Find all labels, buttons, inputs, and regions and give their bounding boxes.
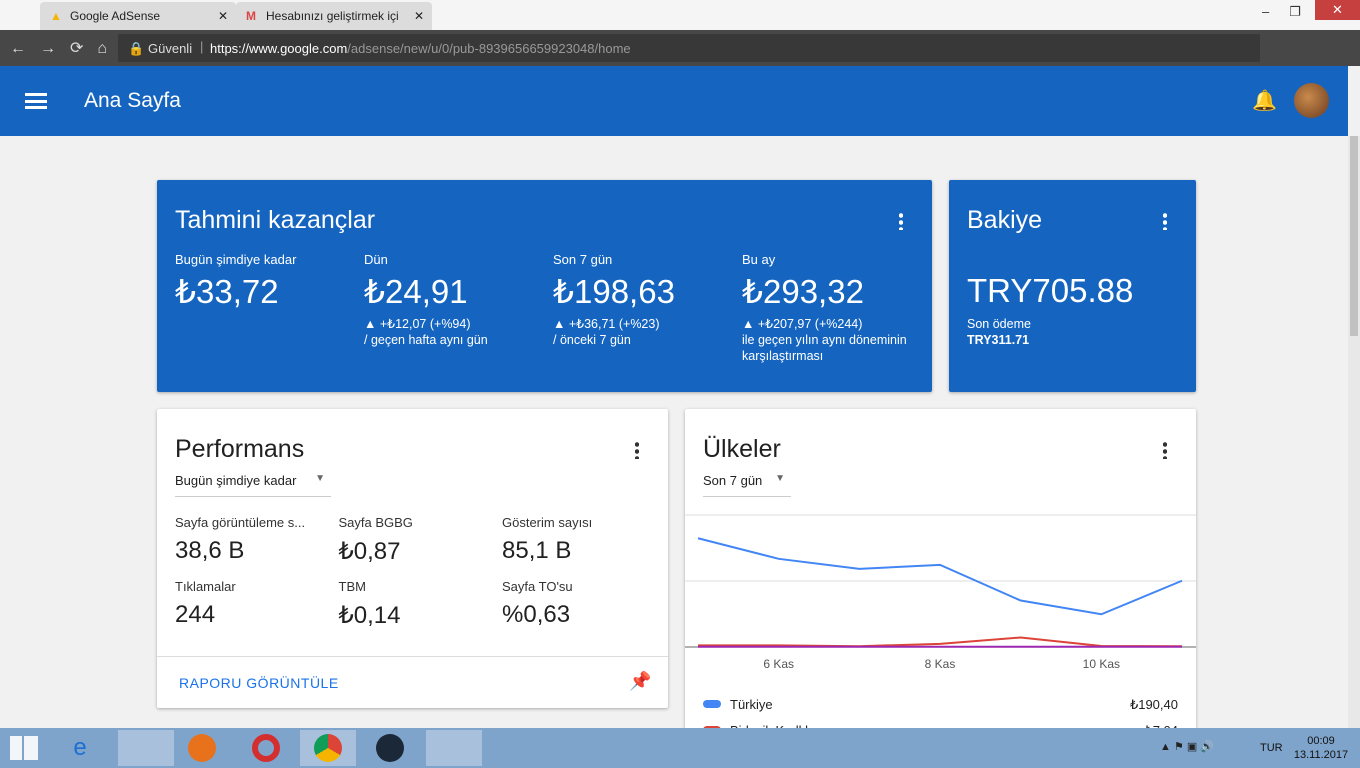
card-title: Bakiye: [967, 206, 1043, 234]
pin[interactable]: 📌: [629, 671, 652, 691]
balance-card: Bakiye TRY705.88 Son ödeme TRY311.71: [949, 180, 1196, 392]
stat-change: ▲ +₺207,97 (+%244): [742, 317, 863, 331]
lock: 🔒: [128, 41, 145, 56]
line: [698, 636, 1183, 648]
taskbar: e ▲ ⚑ ▣ 🔊 TUR 00:09 13.11.2017: [0, 728, 1360, 768]
x-tick-label: 8 Kas: [925, 657, 956, 671]
card-title: Ülkeler: [703, 435, 781, 463]
metric-label: Gösterim sayısı: [502, 515, 593, 530]
tray-icons[interactable]: ▲ ⚑ ▣ 🔊: [1160, 741, 1215, 753]
balance-amount: TRY705.88: [967, 272, 1134, 309]
metric-label: TBM: [338, 579, 366, 594]
x-tick-label: 10 Kas: [1083, 657, 1120, 671]
clock[interactable]: 00:09 13.11.2017: [1293, 734, 1349, 762]
app-bar: Ana Sayfa 🔔: [0, 66, 1348, 136]
last-payment-label: Son ödeme: [967, 317, 1031, 331]
stat-change: ▲ +₺12,07 (+%94): [364, 317, 471, 331]
stat-change: ▲ +₺36,71 (+%23): [553, 317, 660, 331]
metric-value: 85,1 B: [502, 537, 572, 564]
tab-title: Hesabınızı geliştirmek içi: [266, 9, 399, 23]
metric-value: ₺0,87: [338, 538, 401, 565]
url-path: /adsense/new/u/0/pub-8939656659923048/ho…: [347, 41, 631, 56]
metric-value: 244: [175, 601, 216, 628]
notifications[interactable]: 🔔: [1252, 90, 1277, 112]
line: [697, 537, 1183, 616]
page-title: Ana Sayfa: [84, 89, 181, 112]
metric-label: Sayfa BGBG: [338, 515, 413, 530]
scrollbar[interactable]: [1348, 136, 1360, 728]
metric-label: Sayfa TO'su: [502, 579, 573, 594]
stat-label: Bugün şimdiye kadar: [175, 252, 297, 267]
url: https://www.google.com/adsense/new/u/0/p…: [210, 41, 631, 56]
period: Bugün şimdiye kadar: [175, 473, 297, 488]
app-icon[interactable]: [376, 734, 404, 762]
performance-card: Performans Bugün şimdiye kadar ▼ Sayfa gö…: [157, 409, 668, 708]
stat-value: ₺293,32: [742, 273, 864, 310]
legend-total: ₺190,40: [1130, 697, 1178, 712]
stat-value: ₺33,72: [175, 273, 279, 310]
secure-label: Güvenli: [148, 41, 193, 56]
stat-label: Son 7 gün: [553, 252, 613, 267]
menu-button[interactable]: [25, 93, 47, 109]
period: Son 7 gün: [703, 473, 763, 488]
app-icon[interactable]: [426, 730, 482, 766]
toolbar: ←→⟳⌂ 🔒 Güvenli | https://www.google.com/…: [0, 30, 1360, 66]
date: 13.11.2017: [1293, 749, 1349, 761]
period-select[interactable]: Bugün şimdiye kadar ▼: [175, 473, 331, 497]
app-icon[interactable]: [252, 734, 280, 762]
avatar[interactable]: [1294, 83, 1329, 118]
tab[interactable]: Google AdSense ▲ ✕: [40, 2, 236, 30]
more-button[interactable]: [899, 212, 903, 230]
pinned-apps: e: [60, 730, 482, 766]
view-report[interactable]: RAPORU GÖRÜNTÜLE: [179, 675, 339, 691]
period-select[interactable]: Son 7 gün ▼: [703, 473, 791, 497]
stat-value: ₺24,91: [364, 273, 468, 310]
window-controls[interactable]: –❐: [1262, 4, 1321, 19]
app-icon[interactable]: [188, 734, 216, 762]
countries-card: Ülkeler Son 7 gün ▼ 6 Kas 8 Kas 10 Kas Türki…: [685, 409, 1196, 739]
omnibox[interactable]: 🔒 Güvenli | https://www.google.com/adsen…: [118, 34, 1260, 62]
stat-note: / önceki 7 gün: [553, 333, 631, 347]
legend-swatch: [703, 700, 721, 708]
tab[interactable]: Hesabınızı geliştirmek içi M ✕: [236, 2, 432, 30]
card-title: Performans: [175, 435, 305, 463]
stat-note: / geçen hafta aynı gün: [364, 333, 488, 347]
url-host: https://www.google.com: [210, 41, 348, 56]
stat-label: Dün: [364, 252, 388, 267]
app-icon[interactable]: [300, 730, 356, 766]
metric-label: Sayfa görüntüleme s...: [175, 515, 306, 530]
metric-value: 38,6 B: [175, 537, 245, 564]
close-button[interactable]: ✕: [1315, 0, 1360, 20]
app-icon[interactable]: [118, 730, 174, 766]
metric-value: ₺0,14: [338, 602, 401, 629]
metric-label: Tıklamalar: [175, 579, 236, 594]
app-icon[interactable]: e: [73, 734, 87, 761]
stat-label: Bu ay: [742, 252, 776, 267]
last-payment-value: TRY311.71: [967, 333, 1030, 347]
time: 00:09: [1307, 735, 1335, 747]
tab-strip: Google AdSense ▲ ✕ Hesabınızı geliştirmek …: [0, 0, 1360, 30]
stat-note: ile geçen yılın aynı döneminin karşılaşt…: [742, 333, 907, 363]
card-title: Tahmini kazançlar: [175, 206, 376, 234]
earnings-card: Tahmini kazançlar Bugün şimdiye kadar ₺33…: [157, 180, 932, 392]
metric-value: %0,63: [502, 601, 571, 628]
tab-title: Google AdSense: [70, 9, 161, 23]
start-button[interactable]: [10, 736, 38, 760]
nav-buttons[interactable]: ←→⟳⌂: [10, 40, 122, 57]
language[interactable]: TUR: [1260, 742, 1283, 754]
legend-label: Türkiye: [730, 697, 773, 712]
more-button[interactable]: [1163, 212, 1167, 230]
more-button[interactable]: [635, 441, 639, 459]
x-tick-label: 6 Kas: [763, 657, 794, 671]
stat-value: ₺198,63: [553, 273, 675, 310]
more-button[interactable]: [1163, 441, 1167, 459]
